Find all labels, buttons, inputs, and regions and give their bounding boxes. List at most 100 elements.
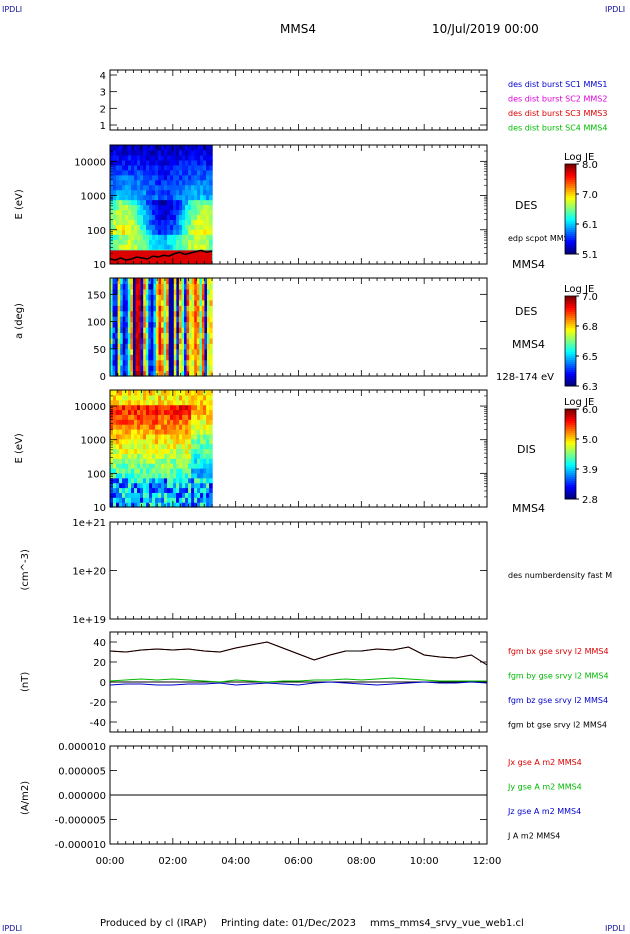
spectrogram-cell [173,164,177,171]
spectrogram-cell [137,154,141,161]
spectrogram-cell [170,433,174,440]
colorbar-cell [565,214,576,217]
colorbar-cell [565,176,576,179]
spectrogram-cell [153,305,157,312]
spectrogram-cell [161,332,165,339]
spectrogram-cell [170,414,174,420]
spectrogram-cell [173,283,177,290]
corner-label-top-right: IPDLI [605,5,626,14]
spectrogram-cell [110,310,114,317]
spectrogram-cell [194,404,198,411]
spectrogram-cell [182,487,186,493]
spectrogram-cell [143,154,147,161]
spectrogram-cell [167,404,171,411]
spectrogram-cell [197,239,201,245]
spectrogram-cell [194,487,198,493]
spectrogram-cell [137,209,141,216]
spectrogram-cell [152,443,156,450]
spectrogram-cell [186,343,190,350]
spectrogram-cell [199,278,203,285]
spectrogram-cell [122,497,126,503]
colorbar-tick-label: 6.8 [582,322,598,333]
spectrogram-cell [164,145,168,151]
spectrogram-cell [179,394,183,401]
x-tick-label: 06:00 [284,856,313,867]
spectrogram-cell [206,337,211,344]
colorbar-cell [565,423,576,426]
series-line [109,677,487,683]
footer-printing-date: Printing date: 01/Dec/2023 [221,918,357,929]
spectrogram-cell [209,199,213,206]
spectrogram-cell [155,199,159,206]
spectrogram-cell [185,234,189,240]
spectrogram-cell [155,229,159,235]
spectrogram-cell [132,288,137,295]
spectrogram-cell [149,443,153,450]
spectrogram-cell [112,337,116,344]
spectrogram-cell [191,463,195,469]
spectrogram-cell [137,239,141,245]
colorbar-cell [565,421,576,424]
spectrogram-cell [125,332,129,339]
spectrogram-cell [137,164,141,171]
spectrogram-cell [143,414,147,420]
spectrogram-cell [125,414,129,420]
spectrogram-cell [182,463,186,469]
spectrogram-cell [200,174,204,181]
spectrogram-cell [140,429,144,435]
spectrogram-cell [158,424,162,430]
colorbar-dis-energy [564,408,577,500]
colorbar-cell [565,350,576,353]
spectrogram-cell [110,424,114,430]
spectrogram-cell [189,310,193,317]
spectrogram-cell [161,419,165,425]
spectrogram-cell [155,332,160,339]
spectrogram-cell [209,283,213,290]
spectrogram-cell [186,310,190,317]
spectrogram-cell [127,310,132,317]
spectrogram-cell [146,244,150,250]
spectrogram-cell [153,365,157,372]
spectrogram-cell [204,316,208,323]
spectrogram-cell [125,365,129,372]
spectrogram-cell [191,419,195,425]
spectrogram-cell [155,453,159,459]
spectrogram-cell [161,149,165,156]
spectrogram-cell [140,433,144,440]
spectrogram-cell [138,343,142,350]
spectrogram-cell [115,278,119,285]
spectrogram-cell [176,321,180,328]
spectrogram-cell [153,283,157,290]
spectrogram-cell [191,359,195,366]
spectrogram-cell [140,294,144,301]
spectrogram-cell [196,299,200,306]
spectrogram-cell [158,184,162,191]
colorbar-cell [565,425,576,428]
spectrogram-cell [117,321,121,328]
spectrogram-cell [188,214,192,220]
spectrogram-cell [152,194,156,201]
spectrogram-cell [146,419,150,425]
spectrogram-cell [179,404,183,411]
spectrogram-cell [110,244,114,250]
spectrogram-cell [161,321,165,328]
spectrogram-cell [194,497,198,503]
spectrogram-cell [173,492,177,498]
spectrogram-cell [203,174,207,181]
spectrogram-cell [189,354,193,361]
spectrogram-cell [179,487,183,493]
spectrogram-cell [176,354,180,361]
spectrogram-cell [191,224,195,230]
spectrogram-cell [197,219,201,225]
spectrogram-cell [170,424,174,430]
spectrogram-cell [191,149,195,156]
spectrogram-cell [209,468,213,474]
spectrogram-cell [200,399,204,406]
spectrogram-cell [166,365,170,372]
spectrogram-cell [181,332,185,339]
spectrogram-cell [119,209,123,216]
spectrogram-cell [125,409,129,415]
spectrogram-cell [119,184,123,191]
spectrogram-cell [125,149,129,156]
spectrogram-cell [127,348,132,355]
